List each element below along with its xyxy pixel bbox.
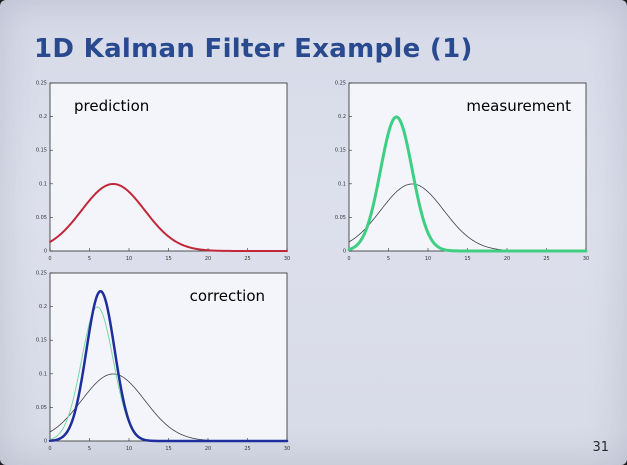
y-tick-label: 0.05 (335, 215, 346, 221)
x-tick-label: 20 (205, 446, 211, 452)
x-tick-label: 25 (244, 446, 250, 452)
plot-frame (348, 82, 587, 252)
plot-label: prediction (74, 97, 149, 115)
x-tick-label: 15 (165, 446, 171, 452)
y-tick-label: 0.1 (338, 181, 346, 187)
x-tick-label: 15 (464, 256, 470, 262)
x-tick-label: 5 (88, 446, 91, 452)
x-tick-label: 30 (284, 256, 290, 262)
x-tick-label: 0 (347, 256, 350, 262)
plot-frame (49, 82, 288, 252)
x-tick-label: 5 (387, 256, 390, 262)
y-tick-label: 0.1 (39, 181, 47, 187)
y-tick-label: 0.25 (335, 81, 346, 87)
y-tick-label: 0.05 (36, 215, 47, 221)
plot-frame (49, 272, 288, 442)
gaussian-curve-1 (49, 182, 288, 252)
slide-title: 1D Kalman Filter Example (1) (34, 34, 473, 64)
x-tick-label: 30 (284, 446, 290, 452)
x-tick-label: 20 (504, 256, 510, 262)
y-tick-label: 0.05 (36, 405, 47, 411)
y-tick-label: 0.2 (39, 304, 47, 310)
x-tick-label: 0 (48, 256, 51, 262)
y-tick-label: 0.2 (338, 114, 346, 120)
x-tick-label: 0 (48, 446, 51, 452)
x-tick-label: 15 (165, 256, 171, 262)
plot-label: correction (190, 287, 265, 305)
prediction-plot: 0 5 10 15 20 25 30 0 0.05 0.1 0.15 0.2 0.25 predictio… (36, 81, 290, 263)
y-tick-label: 0 (44, 249, 47, 255)
x-tick-label: 30 (583, 256, 589, 262)
plot-label: measurement (466, 97, 571, 115)
y-tick-label: 0.1 (39, 371, 47, 377)
y-tick-label: 0.15 (36, 148, 47, 154)
page-number: 31 (592, 440, 609, 455)
x-tick-label: 25 (543, 256, 549, 262)
gaussian-curve-3 (48, 289, 289, 443)
x-tick-label: 10 (126, 256, 132, 262)
y-tick-label: 0 (343, 249, 346, 255)
x-tick-label: 10 (126, 446, 132, 452)
x-tick-label: 25 (244, 256, 250, 262)
y-tick-label: 0.15 (36, 338, 47, 344)
y-tick-label: 0.2 (39, 114, 47, 120)
y-tick-label: 0.25 (36, 81, 47, 87)
y-tick-label: 0.25 (36, 271, 47, 277)
y-tick-label: 0 (44, 439, 47, 445)
x-tick-label: 10 (425, 256, 431, 262)
y-tick-label: 0.15 (335, 148, 346, 154)
correction-plot: 0 5 10 15 20 25 30 0 0.05 0.1 0.15 0.2 0.25 correctio… (36, 271, 290, 453)
measurement-plot: 0 5 10 15 20 25 30 0 0.05 0.1 0.15 0.2 0.25 measureme… (335, 81, 589, 263)
x-tick-label: 5 (88, 256, 91, 262)
x-tick-label: 20 (205, 256, 211, 262)
gaussian-curve-2 (347, 115, 588, 253)
